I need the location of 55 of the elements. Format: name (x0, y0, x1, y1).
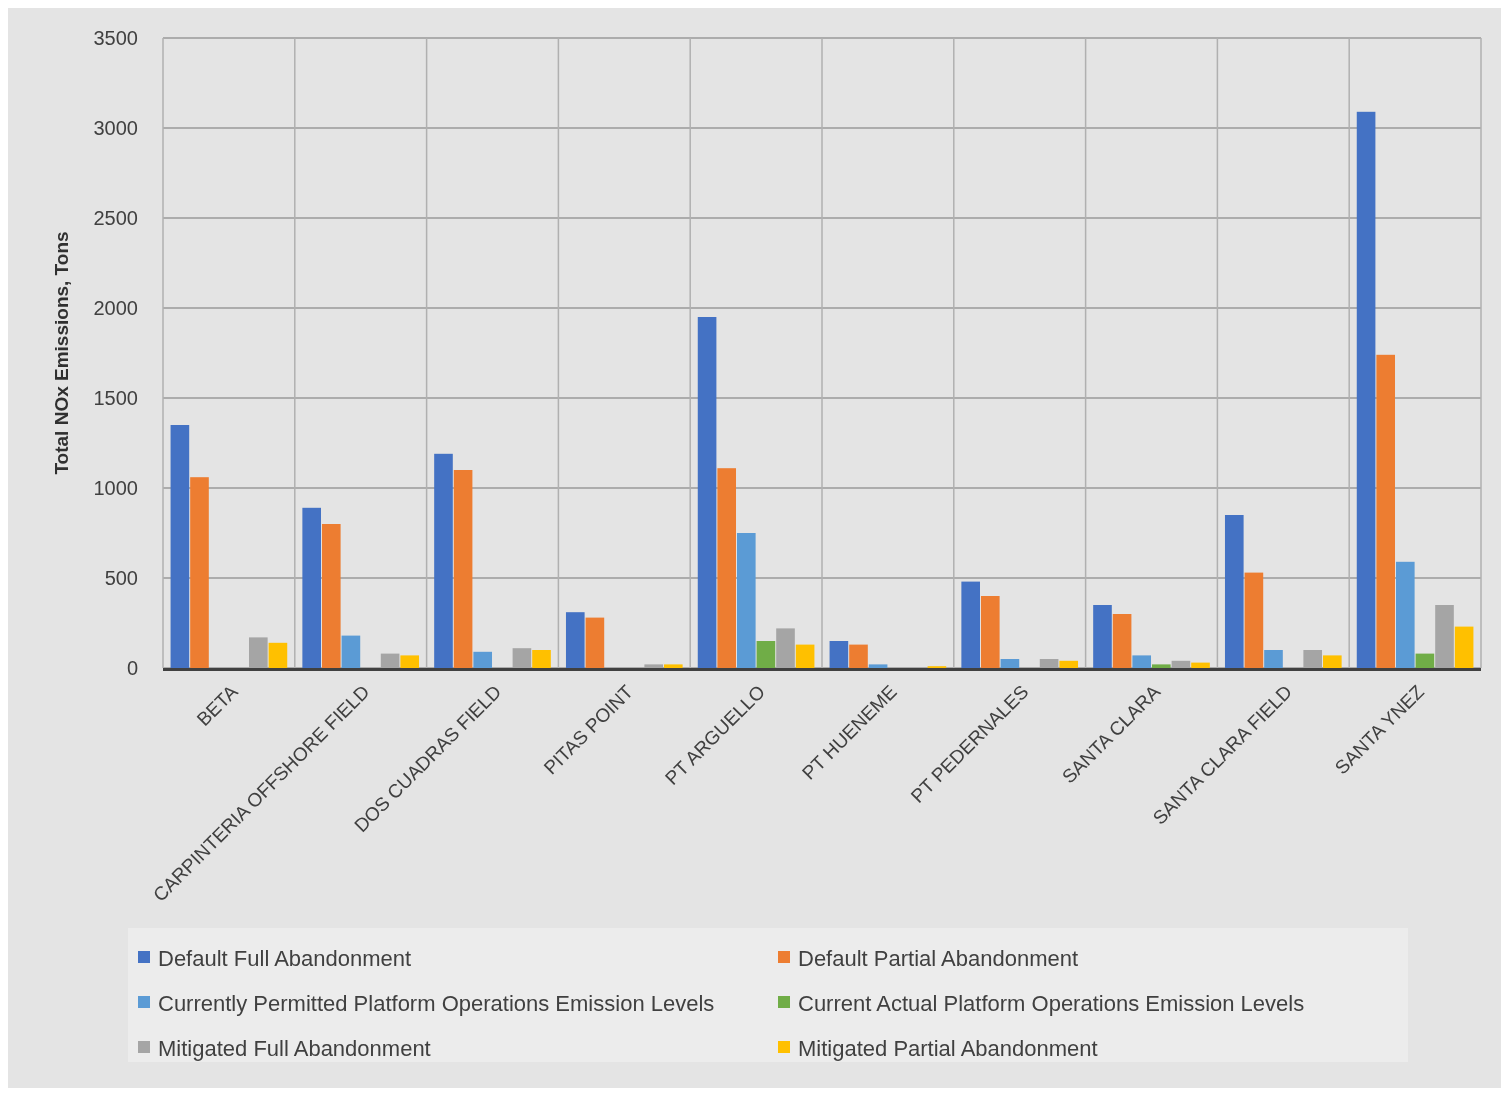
legend-label: Current Actual Platform Operations Emission Levels (798, 990, 1305, 1016)
bar (868, 664, 888, 668)
legend-label: Default Partial Abandonment (798, 945, 1079, 971)
y-tick-label: 2500 (93, 207, 138, 229)
bar (980, 596, 1000, 668)
y-tick-label: 3000 (93, 117, 138, 139)
bar (341, 635, 361, 668)
bar (717, 468, 736, 668)
y-tick-label: 2000 (93, 297, 138, 319)
bar (1224, 515, 1244, 668)
bar (697, 317, 717, 668)
y-tick-label: 1500 (93, 387, 138, 409)
legend-label: Mitigated Partial Abandonment (798, 1035, 1098, 1061)
bar (585, 617, 605, 668)
y-tick-label: 500 (104, 567, 138, 589)
bar (434, 453, 453, 668)
bar (795, 644, 815, 668)
legend-label: Currently Permitted Platform Operations Emission Levels (158, 990, 715, 1016)
bar (1132, 655, 1152, 668)
bar (1000, 659, 1020, 668)
bar (453, 470, 473, 668)
bar (1376, 354, 1396, 668)
bar (1151, 664, 1171, 668)
bar (1093, 605, 1112, 668)
bar (170, 425, 190, 668)
bar (1323, 655, 1342, 668)
y-axis-title: Total NOx Emissions, Tons (51, 231, 72, 475)
bar (190, 477, 209, 668)
bar (1415, 653, 1435, 668)
bar (664, 664, 683, 668)
bar (302, 507, 321, 668)
y-tick-label: 0 (126, 657, 138, 679)
legend-label: Mitigated Full Abandonment (158, 1035, 431, 1061)
bar (1112, 614, 1132, 668)
bar (565, 612, 585, 668)
bar (321, 524, 341, 668)
bar (756, 641, 776, 668)
bar (1264, 650, 1283, 668)
bar (532, 650, 551, 668)
bar (400, 655, 420, 668)
bar (961, 581, 980, 668)
bar (829, 641, 849, 668)
bar (1244, 572, 1264, 668)
y-tick-label: 3500 (93, 27, 138, 49)
bar (473, 651, 493, 668)
bar (1356, 111, 1376, 668)
bar (1191, 662, 1210, 668)
bar (268, 642, 288, 668)
bar (1395, 561, 1415, 668)
bar (736, 533, 756, 668)
bar (1059, 660, 1079, 668)
bar (849, 644, 868, 668)
bar (1454, 626, 1474, 668)
legend-label: Default Full Abandonment (158, 945, 412, 971)
y-tick-label: 1000 (93, 477, 138, 499)
